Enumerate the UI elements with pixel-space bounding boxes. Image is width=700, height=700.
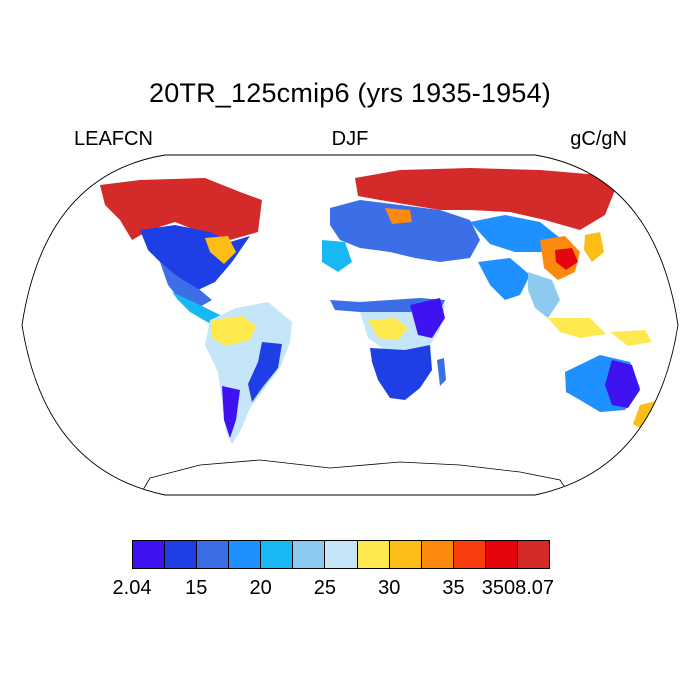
region-south-asia	[478, 258, 530, 300]
region-north-america-southeast	[160, 262, 212, 308]
colorbar-tick-label: 35	[442, 577, 465, 599]
region-africa-yellow	[368, 318, 408, 340]
colorbar-tick-label: 30	[378, 577, 401, 599]
region-japan	[584, 232, 604, 262]
region-madagascar	[437, 358, 446, 386]
region-australia-east	[605, 360, 640, 408]
region-southeast-asia	[528, 272, 560, 318]
region-east-asia-red	[555, 248, 578, 270]
colorbar-swatch	[453, 541, 486, 568]
region-central-asia	[470, 215, 560, 252]
colorbar-tick-label: 25	[313, 577, 337, 599]
region-baltic-warm	[385, 208, 412, 224]
chart-title: 20TR_125cmip6 (yrs 1935-1954)	[148, 78, 551, 108]
variable-label: LEAFCN	[74, 128, 153, 150]
region-europe-west	[322, 240, 352, 272]
region-east-africa	[410, 298, 445, 338]
colorbar-tick-label: 15	[185, 577, 208, 599]
colorbar-swatch	[197, 541, 230, 568]
region-indonesia	[548, 318, 606, 338]
colorbar-swatch	[261, 541, 294, 568]
colorbar-swatch	[165, 541, 198, 568]
region-us-east-warm	[205, 236, 236, 264]
colorbar-swatch	[133, 541, 166, 568]
region-antarctica	[139, 459, 571, 495]
colorbar-swatch	[325, 541, 358, 568]
region-new-zealand	[633, 400, 662, 428]
colorbar-swatch	[517, 541, 550, 568]
colorbar-swatch	[293, 541, 326, 568]
region-north-america-boreal	[100, 178, 262, 240]
colorbar-swatch	[389, 541, 422, 568]
region-new-guinea	[610, 330, 652, 346]
region-europe	[330, 200, 480, 262]
colorbar-tick-label: 20	[249, 577, 272, 599]
region-siberia	[355, 168, 615, 230]
region-southern-africa	[370, 345, 432, 400]
map-border	[21, 154, 679, 496]
colorbar-swatch	[229, 541, 262, 568]
units-label: gC/gN	[570, 128, 627, 150]
colorbar-swatch	[485, 541, 518, 568]
colorbar-tick-label: 3508.07	[481, 577, 554, 599]
region-amazon-high	[212, 316, 256, 346]
colorbar	[132, 540, 550, 569]
colorbar-tick-label: 2.04	[112, 577, 152, 599]
colorbar-swatch	[357, 541, 390, 568]
region-brazil-east	[248, 342, 282, 402]
season-label: DJF	[331, 128, 369, 150]
region-patagonia	[222, 386, 240, 438]
colorbar-swatch	[421, 541, 454, 568]
map-data-layer	[100, 168, 662, 495]
